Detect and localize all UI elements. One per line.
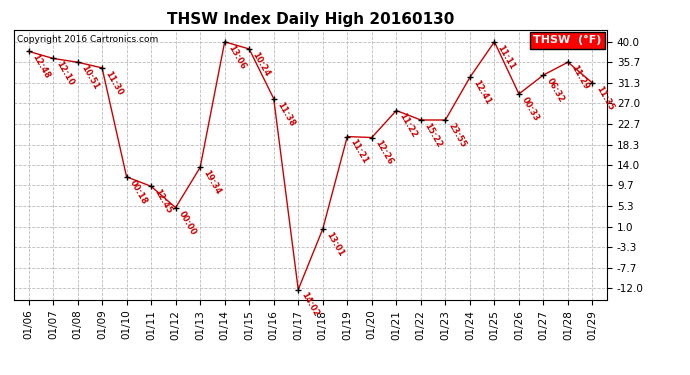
Text: 11:35: 11:35 (594, 84, 615, 112)
Text: 12:26: 12:26 (373, 139, 395, 167)
Text: 11:30: 11:30 (104, 69, 125, 97)
Text: 23:55: 23:55 (446, 122, 468, 149)
Text: 11:21: 11:21 (348, 138, 370, 166)
Title: THSW Index Daily High 20160130: THSW Index Daily High 20160130 (167, 12, 454, 27)
Text: 12:10: 12:10 (55, 60, 76, 87)
Text: 06:32: 06:32 (545, 76, 566, 104)
Text: 11:29: 11:29 (569, 64, 591, 91)
Text: Copyright 2016 Cartronics.com: Copyright 2016 Cartronics.com (17, 35, 158, 44)
Text: THSW  (°F): THSW (°F) (533, 35, 601, 45)
Text: 12:45: 12:45 (152, 188, 174, 216)
Text: 00:18: 00:18 (128, 178, 149, 206)
Text: 11:38: 11:38 (275, 100, 296, 128)
Text: 00:00: 00:00 (177, 209, 198, 236)
Text: 19:34: 19:34 (201, 169, 223, 196)
Text: 14:02: 14:02 (299, 291, 321, 319)
Text: 15:22: 15:22 (422, 122, 444, 149)
Text: 12:48: 12:48 (30, 53, 51, 80)
Text: 10:51: 10:51 (79, 64, 100, 91)
Text: 13:06: 13:06 (226, 43, 247, 71)
Text: 00:33: 00:33 (520, 95, 541, 123)
Text: 11:11: 11:11 (496, 43, 517, 71)
Text: 13:01: 13:01 (324, 230, 345, 258)
Text: 11:22: 11:22 (397, 112, 419, 140)
Text: 12:41: 12:41 (471, 79, 493, 106)
Text: 10:24: 10:24 (250, 50, 272, 78)
